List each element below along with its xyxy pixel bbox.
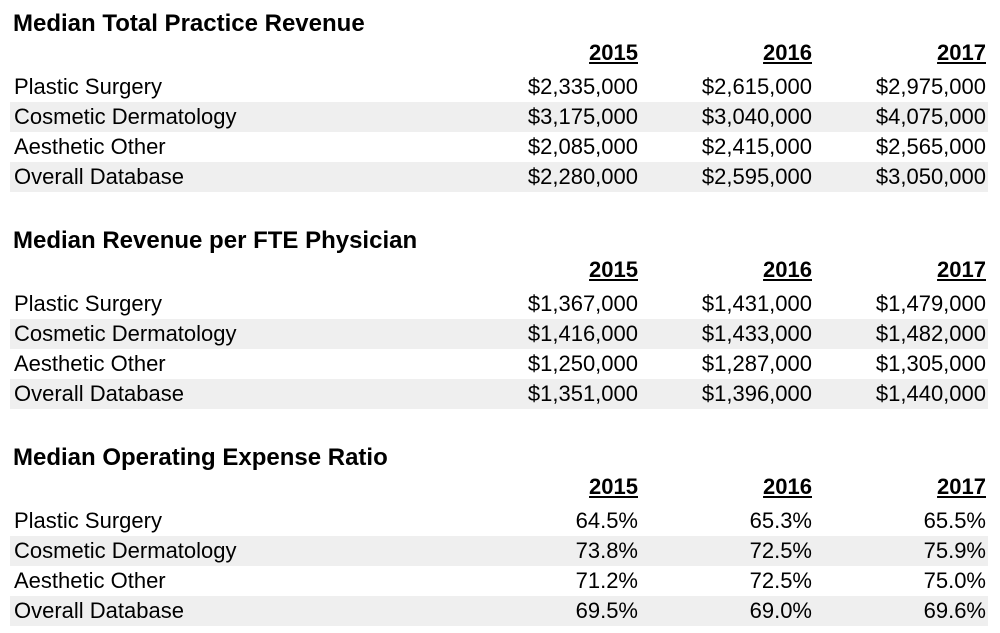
- value-cell: $1,396,000: [701, 381, 812, 406]
- column-header-year: 2016: [763, 474, 812, 499]
- table-row: Plastic Surgery $1,367,000 $1,431,000 $1…: [10, 289, 988, 319]
- value-cell: 73.8%: [575, 538, 638, 563]
- value-cell: $4,075,000: [875, 104, 986, 129]
- value-cell: 72.5%: [749, 538, 812, 563]
- row-label: Overall Database: [14, 381, 184, 406]
- value-cell: $3,040,000: [701, 104, 812, 129]
- table-row: Aesthetic Other $2,085,000 $2,415,000 $2…: [10, 132, 988, 162]
- value-cell: 69.0%: [749, 598, 812, 623]
- row-label: Plastic Surgery: [14, 508, 162, 533]
- column-header-year: 2015: [589, 40, 638, 65]
- row-label: Overall Database: [14, 164, 184, 189]
- row-label: Plastic Surgery: [14, 74, 162, 99]
- section-title: Median Revenue per FTE Physician: [13, 227, 418, 254]
- table-row: Overall Database 69.5% 69.0% 69.6%: [10, 596, 988, 626]
- value-cell: $1,416,000: [527, 321, 638, 346]
- column-header-year: 2015: [589, 257, 638, 282]
- value-cell: $2,335,000: [527, 74, 638, 99]
- value-cell: $1,305,000: [875, 351, 986, 376]
- value-cell: $2,565,000: [875, 134, 986, 159]
- value-cell: 72.5%: [749, 568, 812, 593]
- row-label: Cosmetic Dermatology: [14, 538, 237, 563]
- value-cell: $2,595,000: [701, 164, 812, 189]
- column-header-year: 2016: [763, 257, 812, 282]
- column-header-year: 2017: [937, 474, 986, 499]
- row-label: Aesthetic Other: [14, 134, 166, 159]
- column-header-year: 2017: [937, 257, 986, 282]
- column-header-year: 2017: [937, 40, 986, 65]
- value-cell: 75.9%: [923, 538, 986, 563]
- table-row: Plastic Surgery 64.5% 65.3% 65.5%: [10, 506, 988, 536]
- table-row: Plastic Surgery $2,335,000 $2,615,000 $2…: [10, 72, 988, 102]
- value-cell: $2,975,000: [875, 74, 986, 99]
- table-row: Cosmetic Dermatology $1,416,000 $1,433,0…: [10, 319, 988, 349]
- row-label: Plastic Surgery: [14, 291, 162, 316]
- row-label: Aesthetic Other: [14, 351, 166, 376]
- value-cell: $1,440,000: [875, 381, 986, 406]
- table-row: Aesthetic Other $1,250,000 $1,287,000 $1…: [10, 349, 988, 379]
- row-label: Cosmetic Dermatology: [14, 321, 237, 346]
- value-cell: $2,085,000: [527, 134, 638, 159]
- section-title: Median Operating Expense Ratio: [13, 444, 388, 471]
- value-cell: $2,415,000: [701, 134, 812, 159]
- value-cell: 75.0%: [923, 568, 986, 593]
- value-cell: 71.2%: [575, 568, 638, 593]
- value-cell: $1,479,000: [875, 291, 986, 316]
- row-label: Cosmetic Dermatology: [14, 104, 237, 129]
- value-cell: $3,050,000: [875, 164, 986, 189]
- value-cell: $1,482,000: [875, 321, 986, 346]
- table-row: Cosmetic Dermatology 73.8% 72.5% 75.9%: [10, 536, 988, 566]
- value-cell: $3,175,000: [527, 104, 638, 129]
- table-row: Cosmetic Dermatology $3,175,000 $3,040,0…: [10, 102, 988, 132]
- table-row: Overall Database $1,351,000 $1,396,000 $…: [10, 379, 988, 409]
- table-row: Overall Database $2,280,000 $2,595,000 $…: [10, 162, 988, 192]
- column-header-year: 2015: [589, 474, 638, 499]
- value-cell: $1,431,000: [701, 291, 812, 316]
- value-cell: $1,367,000: [527, 291, 638, 316]
- value-cell: 65.3%: [749, 508, 812, 533]
- table-row: Aesthetic Other 71.2% 72.5% 75.0%: [10, 566, 988, 596]
- value-cell: $1,433,000: [701, 321, 812, 346]
- value-cell: $2,280,000: [527, 164, 638, 189]
- value-cell: 69.5%: [575, 598, 638, 623]
- column-header-year: 2016: [763, 40, 812, 65]
- value-cell: $1,287,000: [701, 351, 812, 376]
- value-cell: $1,351,000: [527, 381, 638, 406]
- value-cell: $2,615,000: [701, 74, 812, 99]
- row-label: Overall Database: [14, 598, 184, 623]
- section-title: Median Total Practice Revenue: [13, 10, 365, 37]
- value-cell: 64.5%: [575, 508, 638, 533]
- row-label: Aesthetic Other: [14, 568, 166, 593]
- value-cell: 69.6%: [923, 598, 986, 623]
- value-cell: 65.5%: [923, 508, 986, 533]
- value-cell: $1,250,000: [527, 351, 638, 376]
